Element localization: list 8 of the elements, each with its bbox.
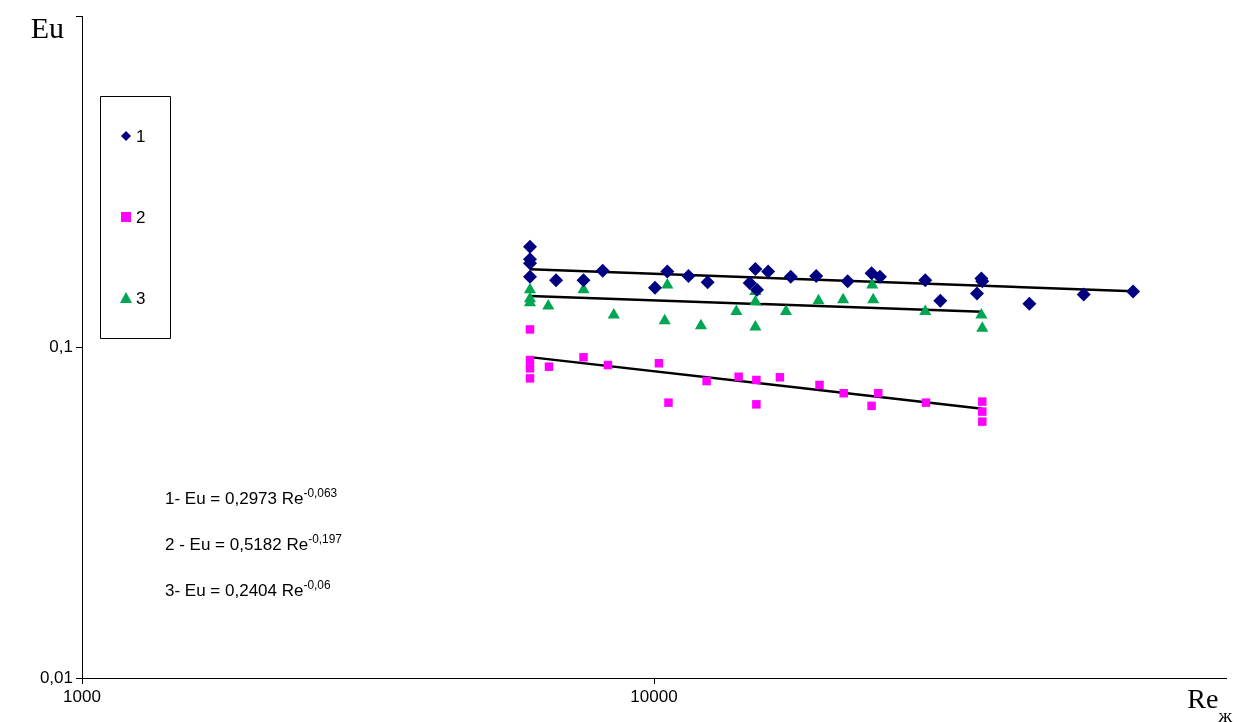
legend-label: 1: [136, 126, 146, 146]
x-tick-label: 10000: [630, 686, 678, 706]
legend-label: 2: [136, 207, 146, 227]
y-tick-label: 0,01: [39, 667, 73, 687]
y-tick-label: 0,1: [49, 336, 73, 356]
y-axis-title: Eu: [30, 11, 64, 44]
x-tick-label: 1000: [63, 686, 101, 706]
legend-label: 3: [136, 288, 146, 308]
